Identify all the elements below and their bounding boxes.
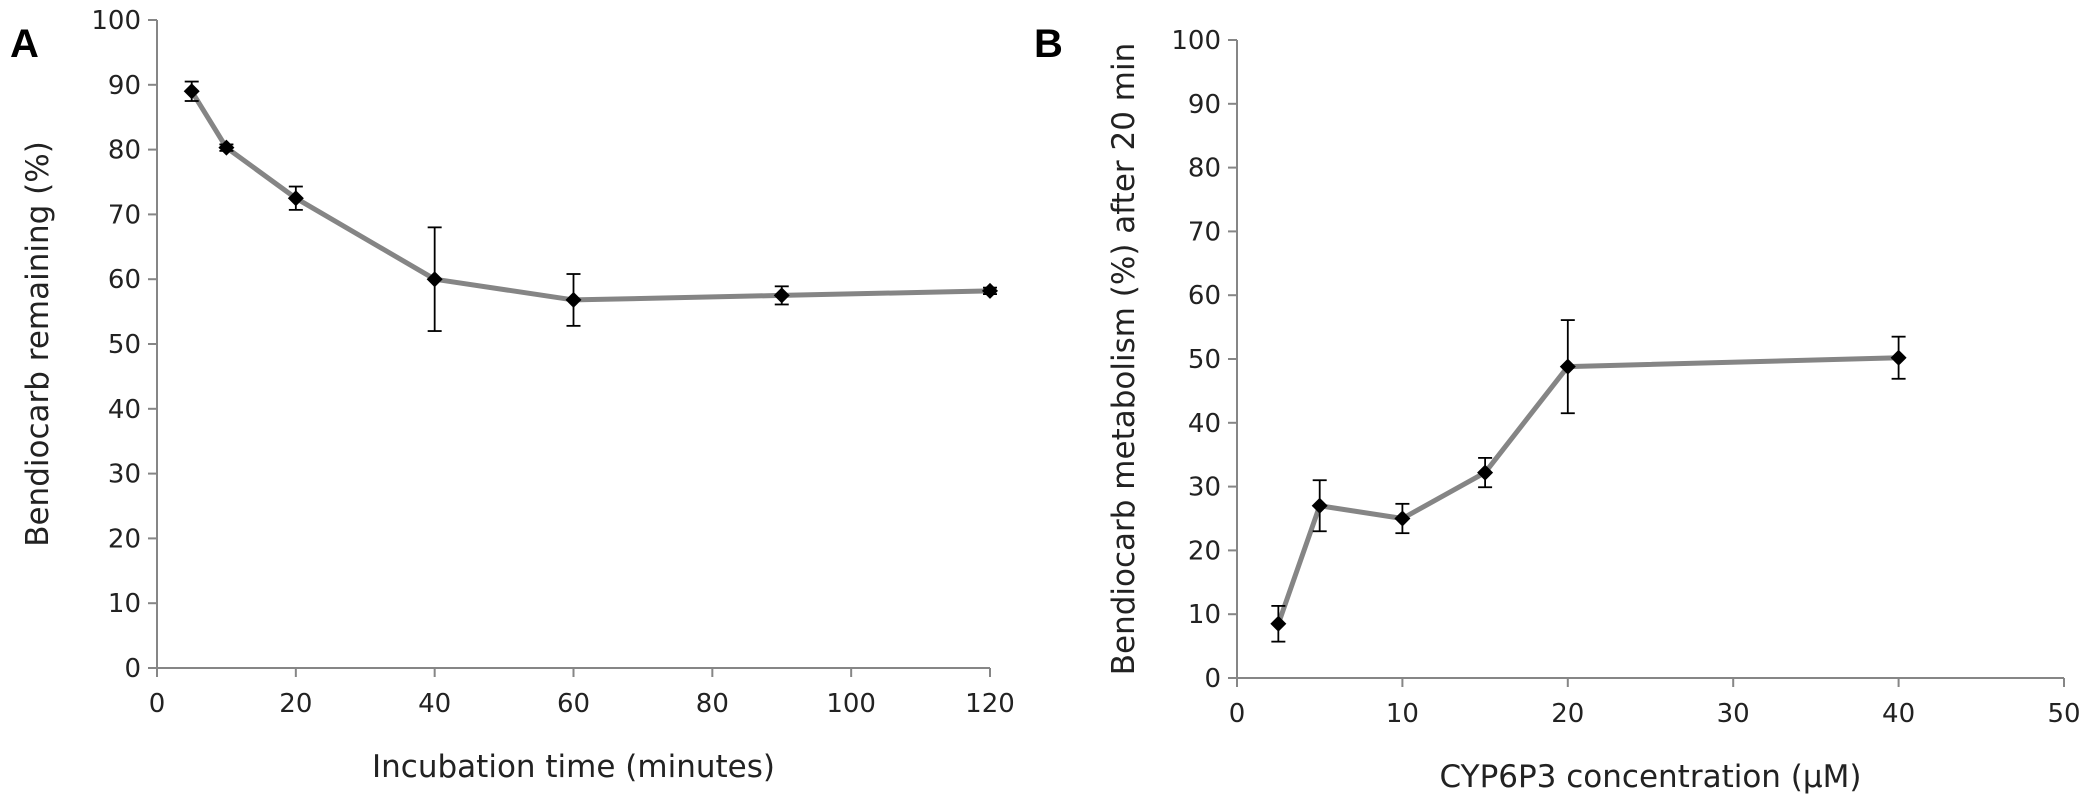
y-tick-label: 50 [1188,345,1221,375]
y-tick-label: 20 [108,524,141,554]
x-tick-label: 0 [1229,699,1246,729]
y-tick-label: 60 [1188,281,1221,311]
series-line [1275,355,1899,625]
x-tick-label: 120 [965,689,1015,719]
data-point [565,291,582,308]
y-tick-label: 70 [108,200,141,230]
x-tick-label: 10 [1386,699,1419,729]
x-axis-label: CYP6P3 concentration (μM) [1440,759,1862,795]
series-line [189,89,991,303]
y-tick-label: 100 [1171,26,1221,56]
data-point [287,190,304,207]
x-tick-label: 80 [696,689,729,719]
y-tick-label: 30 [1188,473,1221,503]
y-tick-label: 0 [124,654,141,684]
data-point [1559,358,1576,375]
y-tick-label: 10 [108,589,141,619]
data-point [1394,510,1411,527]
panel-b-label: B [1034,22,1063,66]
y-tick-label: 70 [1188,217,1221,247]
data-point [982,282,998,299]
chart-panel-a: 0 10 20 30 40 50 60 70 80 90 100 0 20 40 60 80 100 120 Inc… [20,6,1015,785]
y-tick-label: 100 [91,6,141,36]
x-tick-label: 40 [1882,699,1915,729]
x-tick-label: 40 [418,689,451,719]
y-axis-label: Bendiocarb remaining (%) [20,141,56,547]
data-point [183,83,200,100]
y-tick-label: 90 [108,71,141,101]
x-tick-label: 0 [149,689,166,719]
x-tick-label: 20 [1551,699,1584,729]
y-tick-label: 40 [1188,409,1221,439]
data-point [773,287,790,304]
data-point [426,271,443,288]
y-tick-label: 30 [108,460,141,490]
y-tick-label: 80 [108,136,141,166]
data-point [218,139,235,156]
data-point [1270,615,1287,632]
y-tick-label: 50 [108,330,141,360]
y-tick-label: 80 [1188,154,1221,184]
x-tick-label: 20 [279,689,312,719]
y-tick-label: 90 [1188,90,1221,120]
data-point [1477,464,1494,481]
chart-panel-b: 0 10 20 30 40 50 60 70 80 90 100 0 10 20 30 40 50 CYP6P3 … [1106,26,2081,795]
y-tick-label: 60 [108,265,141,295]
y-tick-label: 40 [108,395,141,425]
x-axis-label: Incubation time (minutes) [372,749,775,785]
data-point [1311,497,1328,514]
y-tick-label: 10 [1188,600,1221,630]
y-tick-label: 20 [1188,536,1221,566]
data-point [1890,349,1907,366]
x-tick-label: 50 [2047,699,2080,729]
y-axis-label: Bendiocarb metabolism (%) after 20 min [1106,43,1142,676]
x-tick-label: 60 [557,689,590,719]
y-tick-label: 0 [1204,664,1221,694]
x-tick-label: 100 [826,689,876,719]
panel-a-label: A [10,22,39,66]
x-tick-label: 30 [1717,699,1750,729]
